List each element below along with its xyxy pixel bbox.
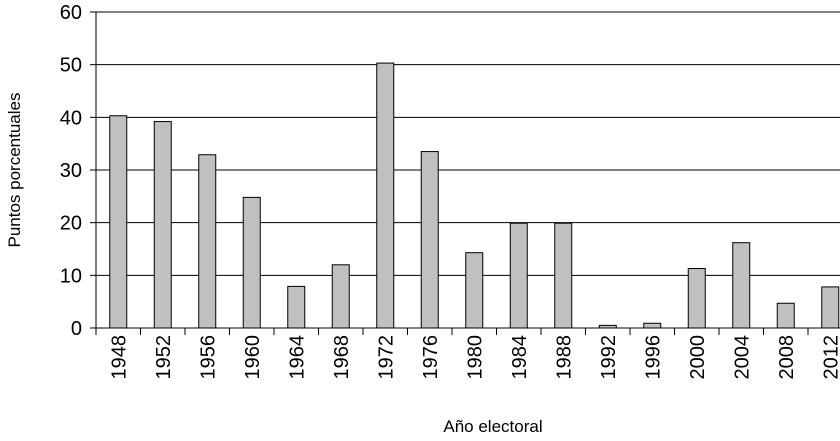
- x-tick-label: 1968: [331, 335, 353, 380]
- x-tick-label: 1980: [464, 335, 486, 380]
- bar-1996: [643, 322, 662, 329]
- bar-1964: [287, 285, 306, 329]
- bar-1988: [554, 222, 573, 329]
- x-tick-label: 1988: [553, 335, 575, 380]
- bar-2000: [687, 267, 706, 329]
- x-tick-label: 1960: [242, 335, 264, 380]
- y-tick-label: 0: [71, 318, 82, 340]
- x-tick-label: 2000: [687, 335, 709, 380]
- bar-1956: [198, 154, 217, 329]
- axes: [90, 11, 840, 335]
- bar-1980: [465, 252, 484, 329]
- bar-1984: [509, 222, 528, 329]
- bar-1976: [420, 151, 439, 329]
- x-tick-label: 2004: [731, 335, 753, 380]
- x-tick-label: 2008: [776, 335, 798, 380]
- bar-2008: [776, 302, 795, 329]
- y-tick-label: 30: [60, 160, 82, 182]
- bar-1972: [376, 62, 395, 329]
- tick-labels: 0 10 20 30 40 50 60 1948 1952 1956 1960 1964 1968 197…: [60, 2, 840, 380]
- x-tick-label: 1964: [286, 335, 308, 380]
- bar-2012: [821, 286, 840, 329]
- bar-1960: [242, 196, 261, 329]
- x-tick-label: 1984: [509, 335, 531, 380]
- y-tick-label: 20: [60, 213, 82, 235]
- bars: [109, 62, 840, 329]
- y-axis-title: Puntos porcentuales: [5, 93, 24, 248]
- y-tick-label: 40: [60, 107, 82, 129]
- x-tick-label: 1976: [420, 335, 442, 380]
- bar-1952: [153, 121, 172, 329]
- x-tick-label: 1996: [642, 335, 664, 380]
- x-axis-title: Año electoral: [443, 417, 542, 436]
- gridlines: [96, 11, 840, 276]
- x-tick-label: 1952: [153, 335, 175, 380]
- x-tick-label: 1972: [375, 335, 397, 380]
- x-tick-label: 1956: [197, 335, 219, 380]
- x-tick-label: 1948: [108, 335, 130, 380]
- bar-1948: [109, 115, 128, 329]
- bar-2004: [732, 242, 751, 329]
- y-tick-label: 60: [60, 2, 82, 24]
- bar-1968: [331, 264, 350, 329]
- y-tick-label: 50: [60, 55, 82, 77]
- x-tick-label: 1992: [598, 335, 620, 380]
- x-tick-label: 2012: [820, 335, 840, 380]
- y-tick-label: 10: [60, 265, 82, 287]
